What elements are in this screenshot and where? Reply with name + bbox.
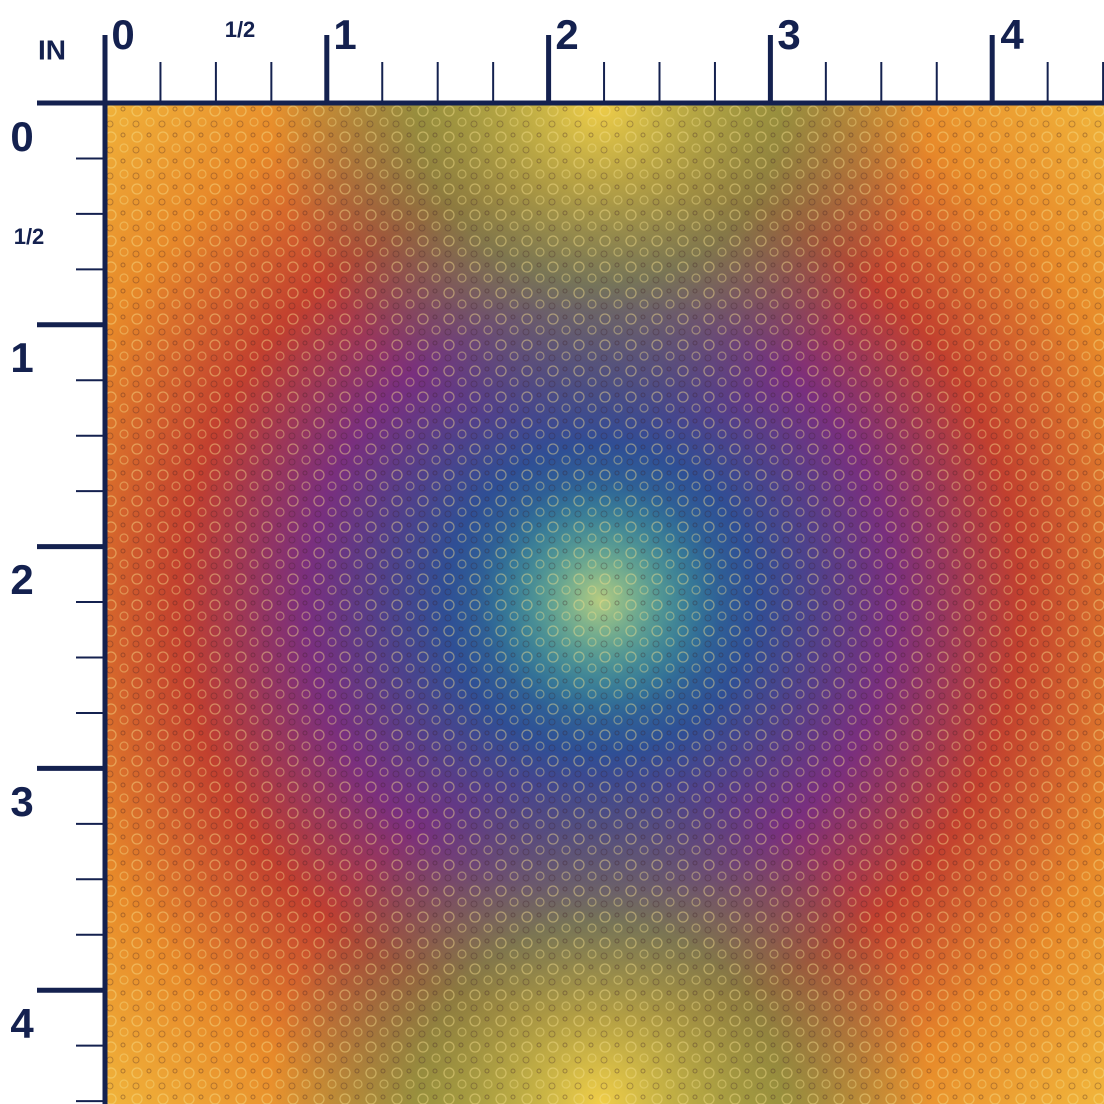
top-label: 4 xyxy=(1000,11,1024,58)
left-label: 1/2 xyxy=(14,224,45,249)
top-label: 2 xyxy=(555,11,578,58)
unit-label: IN xyxy=(38,34,66,65)
ruler xyxy=(37,35,1104,1104)
left-label: 0 xyxy=(10,113,33,160)
fabric-print xyxy=(105,103,1104,1104)
top-label: 1 xyxy=(333,11,356,58)
left-label: 1 xyxy=(10,334,33,381)
left-label: 2 xyxy=(10,556,33,603)
left-label: 3 xyxy=(10,778,33,825)
top-label: 0 xyxy=(111,11,134,58)
left-label: 4 xyxy=(10,1000,34,1047)
top-label: 1/2 xyxy=(225,17,256,42)
top-label: 3 xyxy=(777,11,800,58)
